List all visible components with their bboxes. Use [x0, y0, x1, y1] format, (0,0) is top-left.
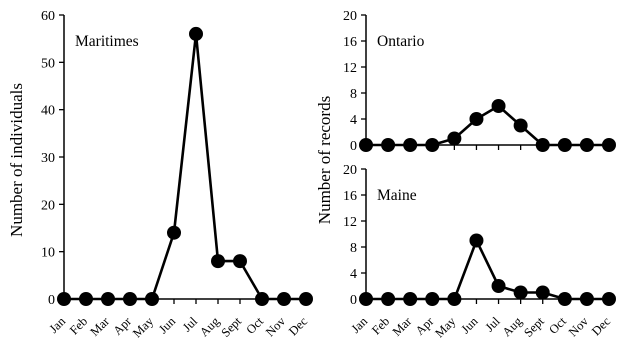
y-tick-label: 12 [343, 61, 357, 76]
x-tick-label-may: May [130, 314, 157, 341]
x-tick-label-jan: Jan [348, 314, 370, 336]
data-point-dec [602, 138, 616, 152]
data-point-aug [513, 285, 528, 300]
y-tick-label: 8 [350, 87, 357, 102]
data-point-jun [469, 112, 484, 126]
x-tick-label-dec: Dec [286, 314, 310, 338]
x-tick-label-feb: Feb [369, 314, 392, 337]
x-tick-label-dec: Dec [589, 314, 613, 338]
data-point-aug [513, 118, 528, 133]
series-line-maine [366, 239, 609, 301]
x-tick-label-feb: Feb [67, 314, 90, 337]
x-tick-label-jan: Jan [46, 314, 68, 336]
y-tick-label: 60 [41, 9, 55, 24]
y-tick-label: 40 [41, 104, 55, 119]
data-point-jun [167, 225, 181, 240]
data-point-apr [425, 292, 440, 306]
series-line-maritimes [64, 32, 306, 301]
x-tick-label-apr: Apr [413, 314, 437, 338]
data-point-may [447, 131, 462, 146]
x-tick-label-nov: Nov [566, 314, 592, 340]
x-tick-label-apr: Apr [110, 314, 134, 338]
data-point-jan [359, 292, 373, 306]
panel-label-maine: Maine [377, 187, 417, 204]
y-tick-label: 0 [350, 293, 357, 308]
x-tick-label-oct: Oct [243, 314, 266, 337]
y-tick-label: 12 [343, 215, 357, 230]
data-point-nov [579, 138, 594, 152]
data-point-nov [579, 292, 594, 306]
data-point-sept [535, 285, 550, 300]
x-tick-label-jul: Jul [482, 314, 503, 335]
y-tick-label: 16 [343, 189, 357, 204]
x-tick-label-may: May [432, 314, 459, 341]
y-tick-label: 50 [41, 56, 55, 71]
data-point-jul [189, 26, 203, 41]
data-point-nov [277, 292, 291, 306]
x-tick-label-jul: Jul [180, 314, 201, 335]
y-tick-label: 16 [343, 35, 357, 50]
data-point-sept [535, 138, 550, 152]
data-point-mar [403, 138, 418, 152]
data-point-feb [381, 292, 396, 306]
x-tick-label-jun: Jun [458, 314, 481, 337]
y-tick-label: 4 [350, 267, 357, 282]
y-axis-label-records: Number of records [315, 96, 334, 224]
x-tick-label-sept: Sept [218, 314, 244, 340]
y-tick-label: 20 [343, 9, 357, 24]
panel-label-ontario: Ontario [377, 33, 425, 50]
x-tick-label-aug: Aug [197, 314, 223, 340]
data-point-jul [491, 279, 506, 293]
x-tick-label-mar: Mar [390, 314, 415, 339]
x-tick-label-nov: Nov [263, 314, 289, 340]
data-point-dec [602, 292, 616, 306]
y-tick-label: 0 [350, 139, 357, 154]
data-point-jan [57, 292, 71, 306]
data-point-may [145, 292, 159, 306]
data-point-feb [381, 138, 396, 152]
data-point-dec [299, 292, 313, 306]
data-point-apr [425, 138, 440, 152]
y-tick-label: 10 [41, 246, 55, 261]
panel-label-maritimes: Maritimes [75, 33, 139, 50]
data-point-oct [557, 138, 572, 152]
data-point-jul [491, 99, 506, 113]
data-point-feb [79, 292, 93, 306]
data-point-oct [255, 292, 269, 306]
y-tick-label: 4 [350, 113, 357, 128]
data-point-sept [233, 254, 247, 269]
y-tick-label: 0 [48, 293, 55, 308]
x-tick-label-aug: Aug [500, 314, 526, 340]
x-tick-label-sept: Sept [521, 314, 547, 340]
y-tick-label: 8 [350, 241, 357, 256]
x-tick-label-oct: Oct [546, 314, 569, 337]
data-point-may [447, 292, 462, 306]
y-tick-label: 30 [41, 151, 55, 166]
data-point-jan [359, 138, 373, 152]
data-point-aug [211, 254, 225, 269]
series-line-ontario [366, 104, 609, 147]
y-tick-label: 20 [343, 163, 357, 178]
x-tick-label-jun: Jun [156, 314, 179, 337]
data-point-mar [403, 292, 418, 306]
data-point-mar [101, 292, 115, 306]
chart-panel-ontario: 0 4 8 12 16 20 Ontario [343, 9, 616, 154]
x-tick-label-mar: Mar [87, 314, 112, 339]
y-axis-label-maritimes: Number of individuals [7, 83, 26, 237]
y-tick-label: 20 [41, 198, 55, 213]
data-point-apr [123, 292, 137, 306]
data-point-oct [557, 292, 572, 306]
data-point-jun [469, 233, 484, 248]
